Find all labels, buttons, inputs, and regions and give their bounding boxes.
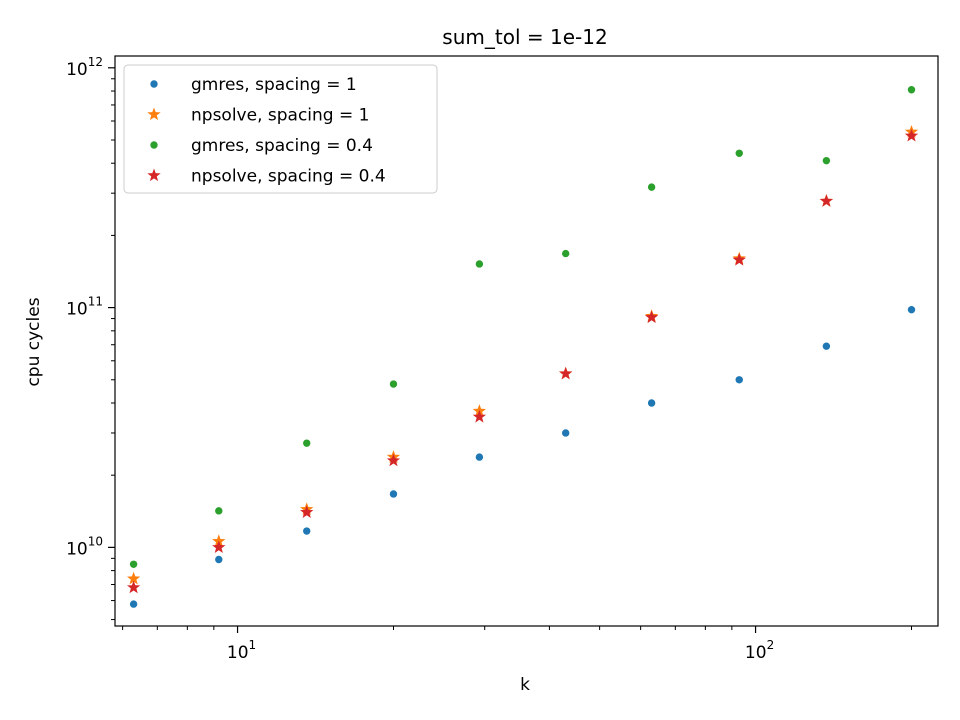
x-tick-label-exponent: 2 (767, 638, 775, 652)
legend-marker (147, 168, 161, 182)
data-point (129, 560, 138, 568)
data-point (907, 305, 916, 314)
data-point (559, 366, 573, 380)
y-tick-label: 1012 (66, 55, 103, 80)
data-point (647, 399, 656, 407)
data-point (647, 183, 656, 191)
legend-item: npsolve, spacing = 0.4 (147, 167, 386, 187)
data-point (303, 439, 311, 447)
data-point (735, 376, 743, 384)
data-point (822, 342, 831, 350)
data-point (472, 409, 487, 423)
y-tick-label-base: 10 (66, 539, 88, 559)
data-point (819, 194, 834, 207)
y-tick-label: 1011 (66, 295, 103, 320)
data-point (212, 540, 226, 554)
data-point (822, 156, 831, 165)
data-point (561, 249, 570, 258)
y-tick-label-base: 10 (66, 300, 88, 320)
legend-item: gmres, spacing = 0.4 (150, 136, 373, 156)
legend-marker (150, 141, 158, 149)
legend-marker (147, 107, 161, 121)
legend-box (123, 64, 438, 194)
y-tick-label-exponent: 10 (88, 534, 103, 548)
y-tick-label-exponent: 11 (88, 295, 103, 309)
data-point (907, 86, 916, 94)
chart-title: sum_tol = 1e-12 (442, 25, 607, 49)
data-point (732, 252, 746, 266)
series-1 (129, 305, 916, 608)
data-point (303, 527, 311, 535)
x-tick-label-base: 10 (745, 643, 767, 663)
x-tick-label: 102 (745, 638, 774, 663)
plot-frame (114, 55, 939, 627)
data-point (386, 453, 401, 467)
data-point (126, 580, 141, 594)
data-point (300, 505, 314, 518)
data-point (129, 600, 138, 608)
data-point (735, 149, 743, 157)
data-point (215, 507, 223, 515)
series-3 (129, 86, 916, 568)
y-tick-label: 1010 (66, 534, 103, 559)
data-point (389, 490, 398, 498)
y-axis-label: cpu cycles (24, 297, 44, 386)
legend-item: npsolve, spacing = 1 (147, 106, 369, 126)
data-point (644, 310, 659, 324)
data-marks (126, 86, 919, 608)
legend-label: npsolve, spacing = 1 (191, 106, 369, 126)
data-point (389, 380, 398, 388)
x-tick-label: 101 (227, 638, 256, 663)
legend-label: npsolve, spacing = 0.4 (191, 167, 386, 187)
legend-item: gmres, spacing = 1 (150, 75, 357, 95)
data-point (475, 260, 484, 268)
legend-marker (150, 80, 158, 88)
legend-label: gmres, spacing = 0.4 (191, 136, 373, 156)
legend-label: gmres, spacing = 1 (191, 75, 357, 95)
x-axis-label: k (520, 675, 530, 695)
series-4 (126, 128, 919, 594)
data-point (475, 453, 484, 461)
y-tick-label-exponent: 12 (88, 55, 103, 69)
x-tick-label-exponent: 1 (249, 638, 257, 652)
x-tick-label-base: 10 (227, 643, 249, 663)
data-point (215, 555, 223, 564)
x-axis: 101 102 (122, 626, 913, 663)
legend: gmres, spacing = 1 npsolve, spacing = 1 gm… (123, 64, 438, 194)
data-point (561, 429, 570, 437)
data-point (126, 571, 141, 585)
data-point (904, 128, 919, 142)
y-tick-label-base: 10 (66, 60, 88, 80)
